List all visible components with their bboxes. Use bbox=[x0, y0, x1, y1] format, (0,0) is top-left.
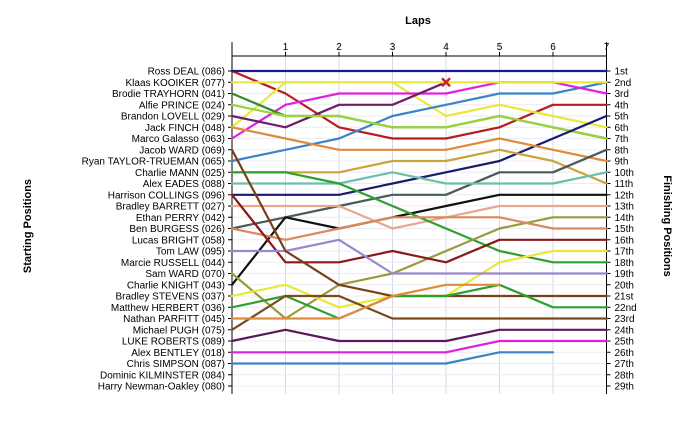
finishing-position-label: 27th bbox=[615, 359, 634, 370]
finishing-position-label: 16th bbox=[615, 235, 634, 246]
starting-position-label: Brodie TRAYHORN (041) bbox=[112, 89, 225, 100]
starting-position-label: Charlie KNIGHT (043) bbox=[127, 280, 225, 291]
starting-position-label: Bradley BARRETT (027) bbox=[116, 202, 225, 213]
finishing-position-label: 8th bbox=[615, 145, 629, 156]
finishing-position-label: 5th bbox=[615, 112, 629, 123]
position-track-line bbox=[230, 238, 608, 275]
x-axis-title: Laps bbox=[405, 15, 431, 27]
starting-position-label: Jack FINCH (048) bbox=[145, 123, 225, 134]
finishing-position-label: 12th bbox=[615, 190, 634, 201]
starting-position-label: Ryan TAYLOR-TRUEMAN (065) bbox=[82, 157, 225, 168]
finishing-position-label: 10th bbox=[615, 168, 634, 179]
starting-position-label: Harrison COLLINGS (096) bbox=[108, 190, 225, 201]
position-track-line bbox=[230, 204, 608, 230]
starting-position-label: Brandon LOVELL (029) bbox=[121, 112, 225, 123]
lap-tick-label: 5 bbox=[497, 42, 503, 53]
finishing-position-label: 20th bbox=[615, 280, 634, 291]
position-track-line bbox=[230, 216, 608, 241]
starting-position-label: Matthew HERBERT (036) bbox=[111, 303, 225, 314]
series-line bbox=[230, 339, 608, 354]
lap-tick-label: 7 bbox=[604, 42, 610, 53]
position-track-line bbox=[230, 148, 608, 185]
finishing-position-label: 17th bbox=[615, 247, 634, 258]
position-track-line bbox=[230, 328, 608, 343]
starting-position-label: Alex EADES (088) bbox=[143, 179, 225, 190]
starting-position-label: Sam WARD (070) bbox=[145, 269, 225, 280]
annotation-layer bbox=[441, 77, 451, 88]
finishing-position-label: 19th bbox=[615, 269, 634, 280]
position-track-line bbox=[230, 294, 608, 331]
starting-position-label: Bradley STEVENS (037) bbox=[116, 292, 226, 303]
finishing-position-label: 9th bbox=[615, 157, 629, 168]
position-track-line bbox=[230, 126, 608, 163]
starting-position-label: Klaas KOOIKER (077) bbox=[126, 78, 225, 89]
starting-position-label: Jacob WARD (069) bbox=[139, 145, 225, 156]
starting-position-label: Nathan PARFITT (045) bbox=[123, 314, 225, 325]
starting-position-label: Michael PUGH (075) bbox=[133, 325, 225, 336]
position-track-line bbox=[230, 81, 608, 163]
finishing-position-label: 25th bbox=[615, 337, 634, 348]
series-line bbox=[230, 351, 555, 365]
finishing-position-label: 26th bbox=[615, 348, 634, 359]
starting-position-label: Dominic KILMINSTER (084) bbox=[100, 370, 225, 381]
series-layer bbox=[230, 69, 608, 365]
starting-position-label: Ben BURGESS (026) bbox=[129, 224, 225, 235]
starting-position-label: Ethan PERRY (042) bbox=[136, 213, 225, 224]
finishing-position-label: 14th bbox=[615, 213, 634, 224]
finishing-position-label: 1st bbox=[615, 67, 629, 78]
finishing-position-label: 4th bbox=[615, 100, 629, 111]
starting-position-label: Lucas BRIGHT (058) bbox=[132, 235, 225, 246]
starting-position-label: Tom LAW (095) bbox=[156, 247, 225, 258]
position-track-line bbox=[230, 249, 608, 309]
starting-position-label: Harry Newman-Oakley (080) bbox=[98, 382, 225, 393]
position-track-line bbox=[230, 283, 501, 320]
finishing-position-label: 15th bbox=[615, 224, 634, 235]
finishing-position-label: 18th bbox=[615, 258, 634, 269]
starting-position-label: Alfie PRINCE (024) bbox=[139, 100, 225, 111]
finishing-position-label: 22nd bbox=[615, 303, 637, 314]
right-axis-title: Finishing Positions bbox=[661, 175, 673, 276]
position-track-line bbox=[230, 171, 608, 185]
finishing-position-label: 23rd bbox=[615, 314, 635, 325]
lap-tick-label: 3 bbox=[390, 42, 396, 53]
finishing-position-label: 2nd bbox=[615, 78, 632, 89]
position-track-line bbox=[230, 81, 448, 129]
position-track-line bbox=[230, 148, 608, 230]
lap-tick-label: 6 bbox=[550, 42, 556, 53]
left-axis-title: Starting Positions bbox=[22, 179, 34, 273]
starting-position-label: Marcie RUSSELL (044) bbox=[121, 258, 225, 269]
finishing-position-label: 24th bbox=[615, 325, 634, 336]
finishing-position-label: 11th bbox=[615, 179, 634, 190]
starting-position-label: Alex BENTLEY (018) bbox=[131, 348, 225, 359]
position-track-line bbox=[230, 283, 608, 320]
starting-position-label: Charlie MANN (025) bbox=[135, 168, 225, 179]
position-track-line bbox=[230, 103, 608, 140]
cross-marker bbox=[441, 77, 451, 88]
starting-position-label: Ross DEAL (086) bbox=[148, 67, 225, 78]
finishing-position-label: 21st bbox=[615, 292, 634, 303]
position-track-line bbox=[230, 193, 608, 286]
finishing-position-label: 29th bbox=[615, 382, 634, 393]
lap-tick-label: 2 bbox=[336, 42, 342, 53]
finishing-position-label: 3rd bbox=[615, 89, 629, 100]
lap-tick-label: 1 bbox=[283, 42, 289, 53]
finishing-position-label: 28th bbox=[615, 370, 634, 381]
starting-position-label: Chris SIMPSON (087) bbox=[127, 359, 225, 370]
cross-marker-stroke bbox=[441, 77, 451, 88]
position-track-line bbox=[230, 193, 608, 264]
axis-layer: 1 2 3 4 5 6 7 Ross DEAL (086)Klaas KOOIKER (077… bbox=[82, 42, 637, 394]
finishing-position-label: 13th bbox=[615, 202, 634, 213]
starting-position-label: Marco Galasso (063) bbox=[132, 134, 225, 145]
starting-position-label: LUKE ROBERTS (089) bbox=[122, 337, 225, 348]
position-track-line bbox=[230, 69, 608, 140]
lap-tick-label: 4 bbox=[443, 42, 449, 53]
position-track-line bbox=[230, 216, 608, 320]
finishing-position-label: 7th bbox=[615, 134, 629, 145]
finishing-position-label: 6th bbox=[615, 123, 629, 134]
